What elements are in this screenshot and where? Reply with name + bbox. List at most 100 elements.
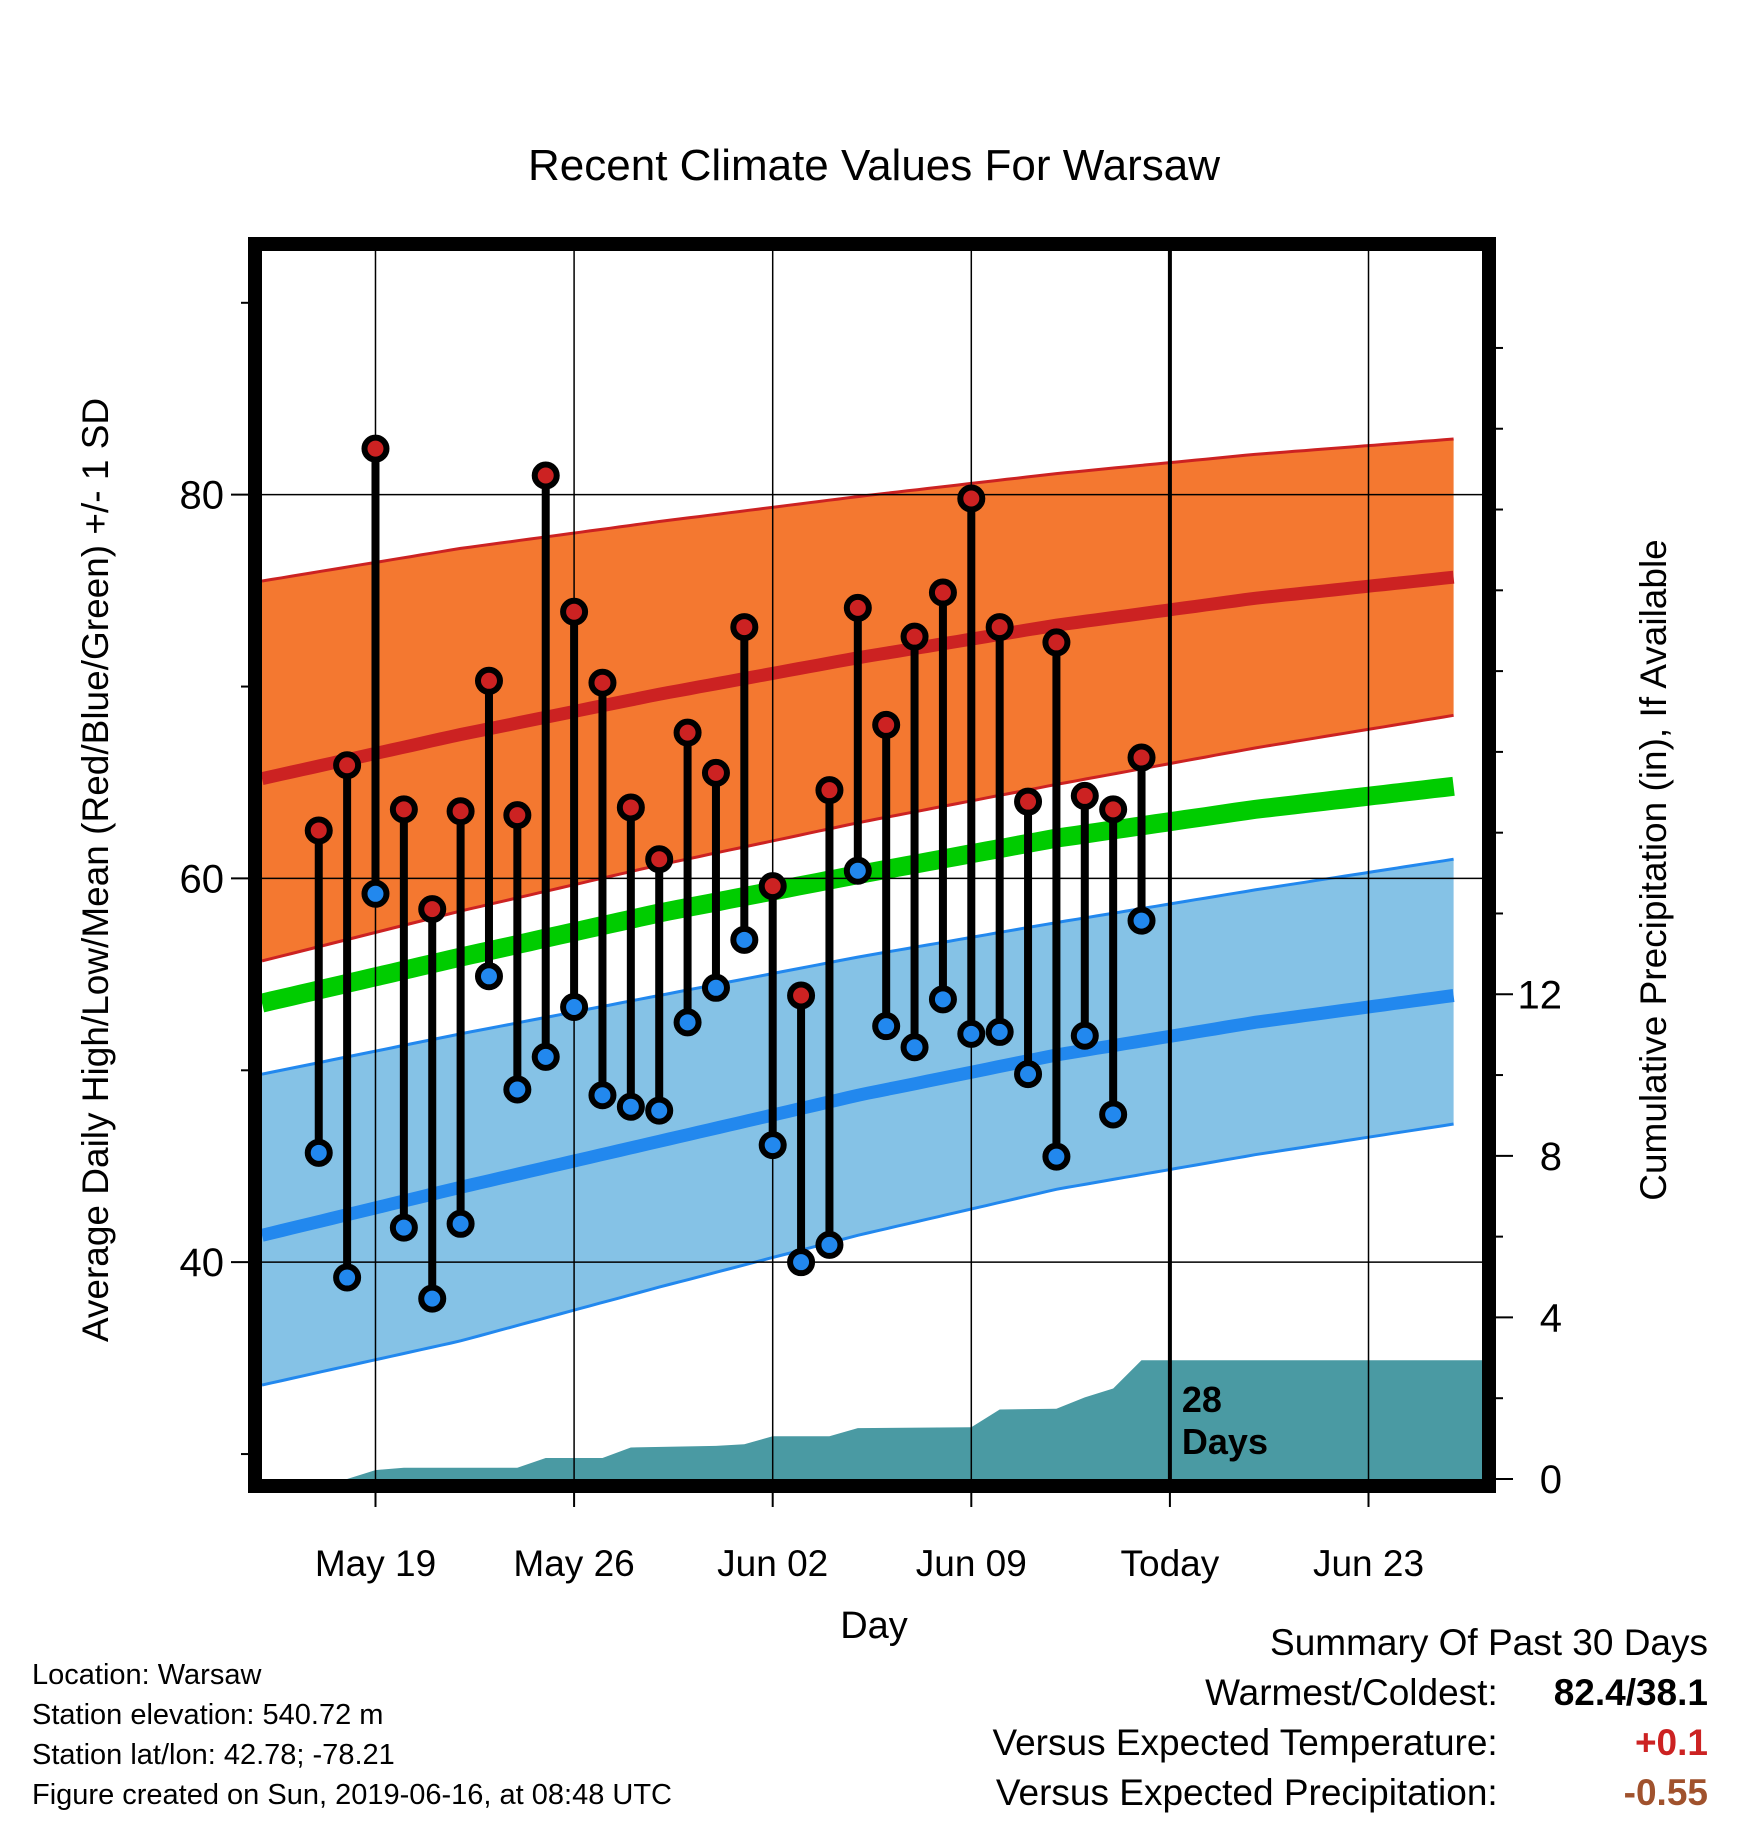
high-point: [645, 845, 674, 874]
y-tick-label: 40: [180, 1241, 225, 1285]
low-point: [333, 1263, 362, 1292]
high-point: [1042, 628, 1071, 657]
latlon-text: Station lat/lon: 42.78; -78.21: [32, 1739, 395, 1771]
high-upper-line: [262, 437, 1454, 583]
low-point: [446, 1209, 475, 1238]
high-point: [389, 795, 418, 824]
y2-tick-label: 0: [1540, 1458, 1562, 1502]
x-tick-label: Jun 09: [916, 1543, 1027, 1584]
created-text: Figure created on Sun, 2019-06-16, at 08…: [32, 1779, 672, 1811]
high-point: [1070, 781, 1099, 810]
low-point: [758, 1131, 787, 1160]
low-point: [361, 879, 390, 908]
precip-area: [262, 1360, 1482, 1479]
high-point: [815, 776, 844, 805]
high-point: [503, 801, 532, 830]
low-point: [1070, 1021, 1099, 1050]
x-tick-label: Today: [1121, 1543, 1220, 1584]
high-point: [616, 793, 645, 822]
high-point: [701, 758, 730, 787]
low-point: [418, 1284, 447, 1313]
days-annotation-line: 28: [1182, 1379, 1222, 1420]
temp-value: +0.1: [1634, 1722, 1708, 1763]
location-text: Location: Warsaw: [32, 1659, 262, 1691]
high-point: [1014, 787, 1043, 816]
plot-clip-group: 28 Days: [262, 251, 1482, 1479]
low-point: [645, 1096, 674, 1125]
low-point: [730, 925, 759, 954]
x-tick-label: Jun 23: [1313, 1543, 1424, 1584]
low-point: [985, 1017, 1014, 1046]
high-point: [843, 593, 872, 622]
high-point: [474, 666, 503, 695]
high-point: [304, 816, 333, 845]
y2-axis-label: Cumulative Precipitation (in), If Availa…: [1633, 539, 1674, 1201]
summary-warmest-coldest: Warmest/Coldest: 82.4/38.1: [992, 1668, 1708, 1718]
low-lower-line: [262, 1122, 1454, 1387]
high-point: [900, 622, 929, 651]
low-point: [673, 1008, 702, 1037]
low-point: [588, 1081, 617, 1110]
high-point: [985, 613, 1014, 642]
y2-tick-label: 12: [1518, 973, 1563, 1017]
low-point: [900, 1033, 929, 1062]
precip-value: -0.55: [1623, 1772, 1708, 1813]
low-point: [815, 1230, 844, 1259]
summary-temp: Versus Expected Temperature: +0.1: [992, 1718, 1708, 1768]
high-point: [957, 484, 986, 513]
plot-frame: [248, 237, 1496, 1493]
y2-tick-label: 8: [1540, 1135, 1562, 1179]
y-tick-label: 60: [180, 857, 225, 901]
high-point: [872, 710, 901, 739]
high-point: [730, 613, 759, 642]
low-point: [560, 992, 589, 1021]
y-tick-label: 80: [180, 474, 225, 518]
summary-panel: Summary Of Past 30 Days Warmest/Coldest:…: [992, 1618, 1708, 1818]
low-point: [701, 973, 730, 1002]
warmest-coldest-value: 82.4/38.1: [1553, 1672, 1708, 1713]
high-point: [333, 751, 362, 780]
low-point: [843, 856, 872, 885]
high-point: [1127, 743, 1156, 772]
y-axis-label: Average Daily High/Low/Mean (Red/Blue/Gr…: [75, 398, 116, 1342]
summary-precip: Versus Expected Precipitation: -0.55: [992, 1768, 1708, 1818]
high-point: [588, 668, 617, 697]
high-point: [787, 981, 816, 1010]
low-point: [304, 1138, 333, 1167]
chart-title: Recent Climate Values For Warsaw: [528, 141, 1220, 190]
low-point: [928, 985, 957, 1014]
days-annotation-line: Days: [1182, 1421, 1268, 1462]
low-point: [1042, 1142, 1071, 1171]
plot-area: 28 Days May 19 May 26 Jun 02 Jun 09 Today Jun 2…: [180, 237, 1563, 1584]
precip-label: Versus Expected Precipitation:: [995, 1772, 1498, 1813]
low-point: [1127, 906, 1156, 935]
high-point: [531, 461, 560, 490]
high-point: [928, 578, 957, 607]
days-annotation: 28 Days: [1182, 1379, 1268, 1462]
elevation-text: Station elevation: 540.72 m: [32, 1699, 384, 1731]
x-tick-label: May 26: [513, 1543, 634, 1584]
low-point: [474, 962, 503, 991]
low-sd-band: [262, 859, 1454, 1385]
low-point: [1014, 1060, 1043, 1089]
low-point: [1099, 1100, 1128, 1129]
high-point: [1099, 795, 1128, 824]
summary-title: Summary Of Past 30 Days: [1270, 1622, 1708, 1663]
high-point: [673, 718, 702, 747]
station-info: Location: Warsaw Station elevation: 540.…: [32, 1655, 672, 1815]
warmest-coldest-label: Warmest/Coldest:: [1205, 1672, 1498, 1713]
low-point: [957, 1019, 986, 1048]
low-point: [503, 1075, 532, 1104]
temp-label: Versus Expected Temperature:: [992, 1722, 1498, 1763]
high-point: [446, 797, 475, 826]
low-point: [787, 1248, 816, 1277]
low-point: [872, 1012, 901, 1041]
high-point: [361, 434, 390, 463]
x-axis-label: Day: [840, 1605, 908, 1647]
low-point: [531, 1042, 560, 1071]
low-point: [389, 1213, 418, 1242]
x-tick-label: Jun 02: [717, 1543, 828, 1584]
x-tick-label: May 19: [315, 1543, 436, 1584]
high-point: [560, 597, 589, 626]
